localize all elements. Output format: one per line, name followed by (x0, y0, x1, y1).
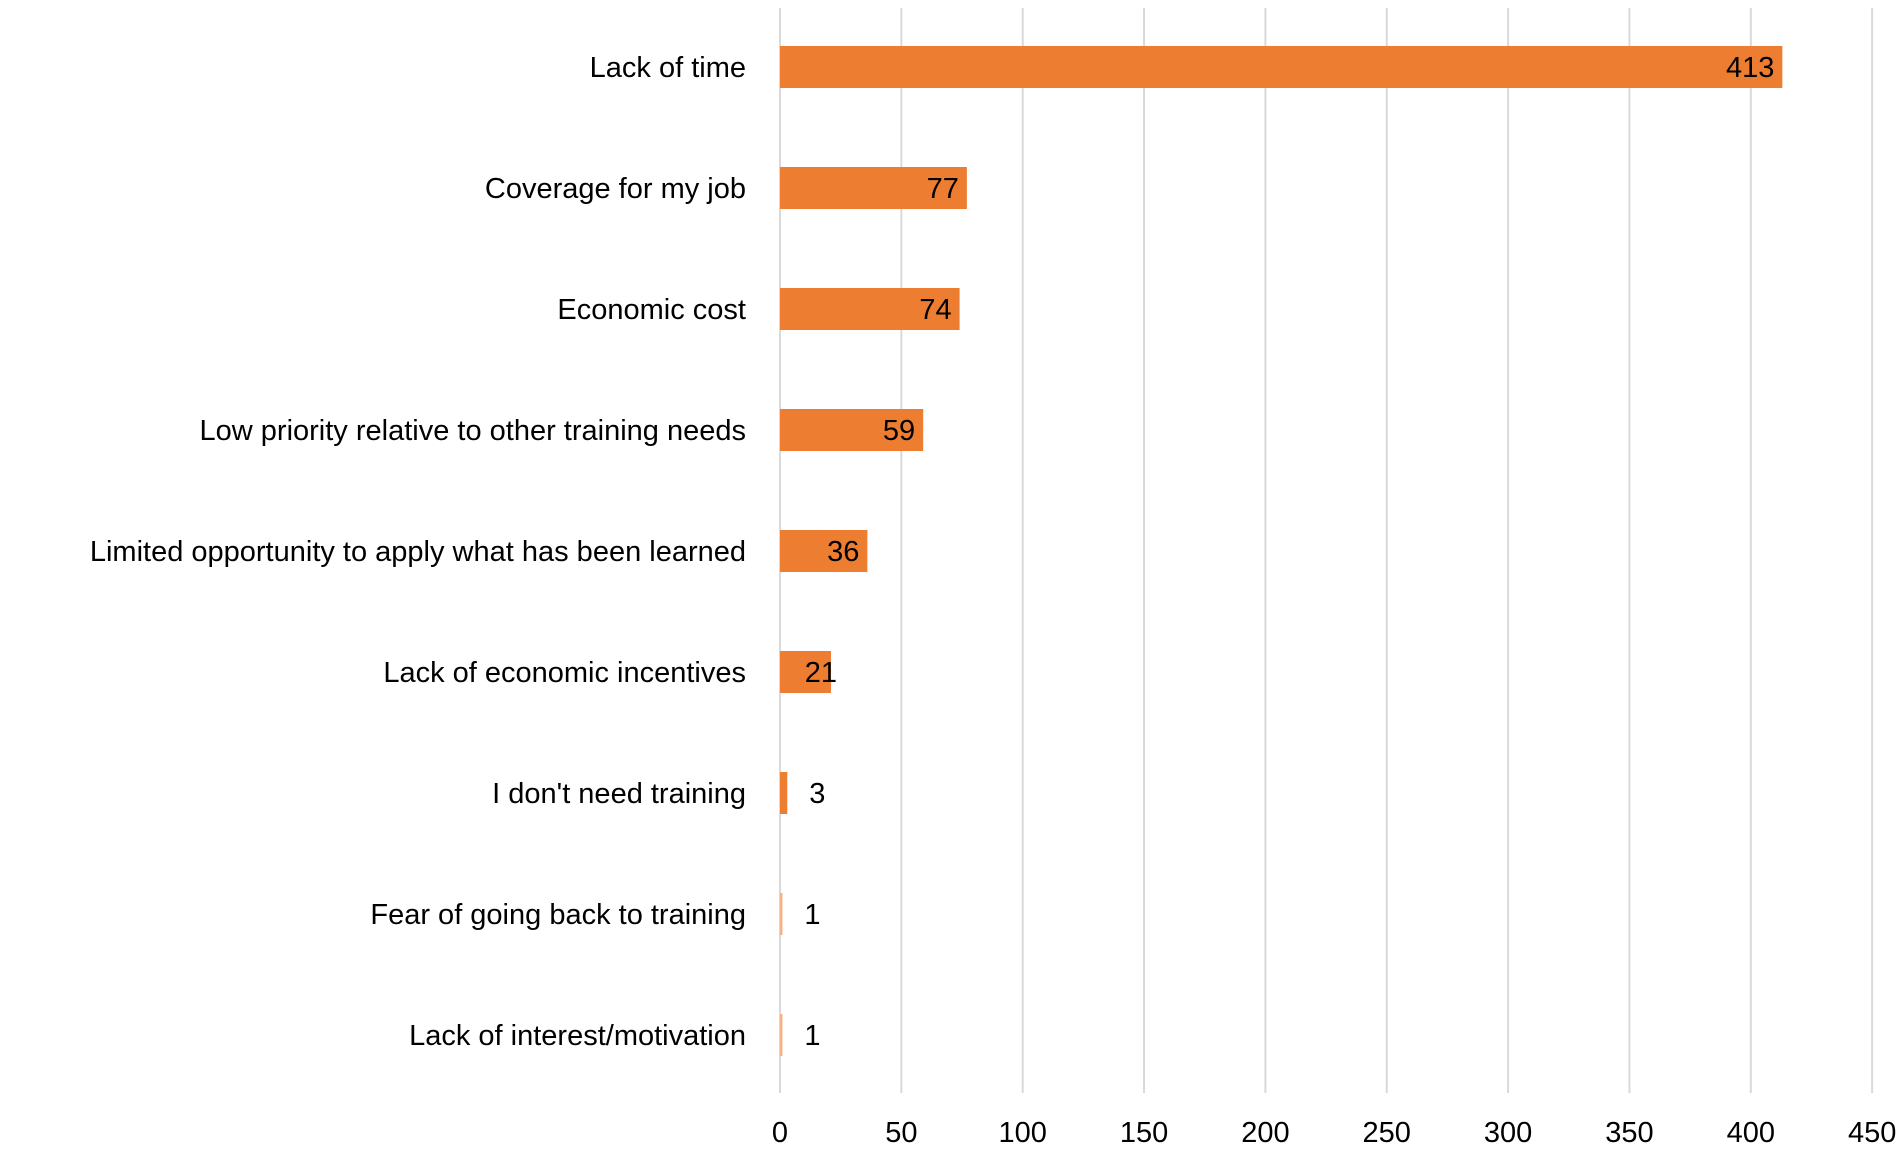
bar (780, 409, 924, 451)
bar (780, 651, 831, 693)
x-tick-label: 400 (1727, 1117, 1775, 1149)
bar (780, 1014, 783, 1056)
data-label: 77 (927, 173, 959, 205)
bars (780, 46, 1783, 1056)
data-label: 74 (919, 294, 951, 326)
x-tick-label: 450 (1848, 1117, 1896, 1149)
data-label: 413 (1726, 52, 1774, 84)
category-label: Lack of interest/motivation (409, 1020, 746, 1052)
data-label: 36 (827, 536, 859, 568)
category-label: Fear of going back to training (370, 899, 746, 931)
data-label: 59 (883, 415, 915, 447)
data-label: 3 (809, 778, 825, 810)
x-tick-label: 250 (1363, 1117, 1411, 1149)
x-tick-label: 100 (999, 1117, 1047, 1149)
data-label: 1 (804, 1020, 820, 1052)
category-label: Lack of time (590, 52, 746, 84)
category-label: Low priority relative to other training … (200, 415, 746, 447)
bar (780, 893, 783, 935)
bar (780, 46, 1783, 88)
bar (780, 288, 960, 330)
category-labels: Lack of time Coverage for my job Economic … (90, 52, 746, 1052)
category-label: Limited opportunity to apply what has be… (90, 536, 746, 568)
category-label: Lack of economic incentives (383, 657, 746, 689)
bar (780, 772, 788, 814)
x-tick-label: 200 (1241, 1117, 1289, 1149)
data-labels: 413 77 74 59 36 21 3 1 1 (804, 52, 1774, 1052)
category-label: Economic cost (557, 294, 746, 326)
bar (780, 530, 868, 572)
category-label: Coverage for my job (485, 173, 746, 205)
data-label: 21 (805, 657, 837, 689)
bar (780, 167, 967, 209)
x-tick-label: 350 (1605, 1117, 1653, 1149)
data-label: 1 (804, 899, 820, 931)
x-axis-tick-labels: 0 50 100 150 200 250 300 350 400 450 (772, 1117, 1896, 1149)
x-tick-label: 150 (1120, 1117, 1168, 1149)
x-tick-label: 0 (772, 1117, 788, 1149)
category-label: I don't need training (492, 778, 746, 810)
x-tick-label: 50 (885, 1117, 917, 1149)
x-tick-label: 300 (1484, 1117, 1532, 1149)
